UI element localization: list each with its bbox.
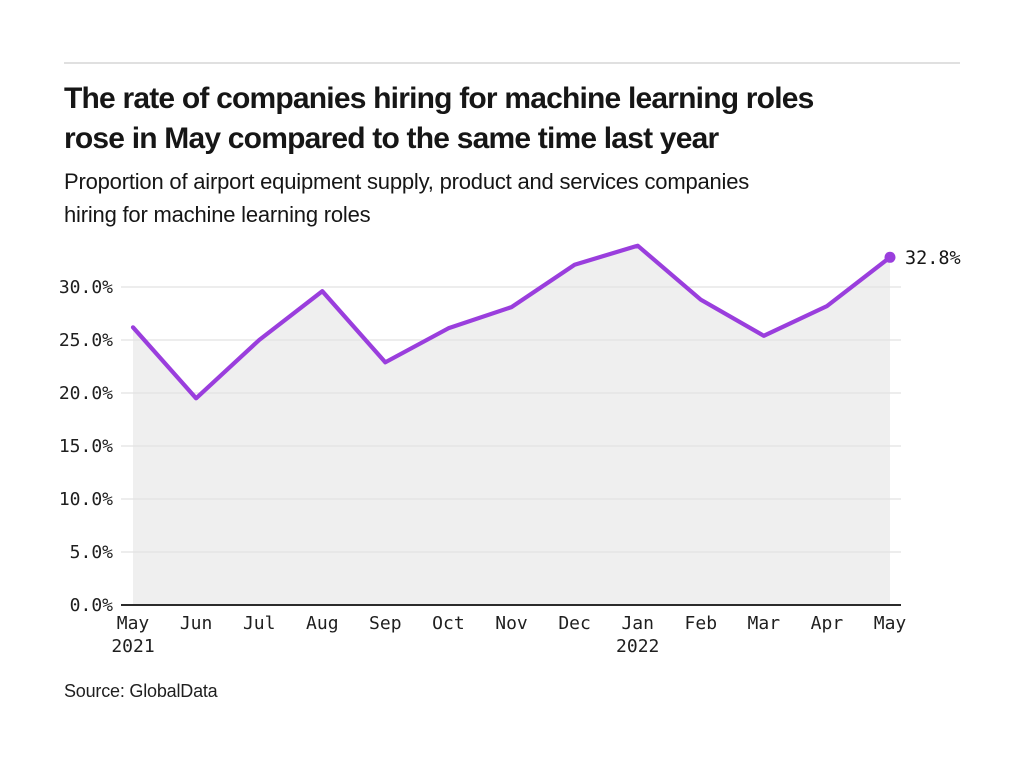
x-tick-label: Mar bbox=[748, 613, 781, 634]
x-tick-label: Apr bbox=[811, 613, 844, 634]
x-tick-label: May bbox=[117, 613, 150, 634]
x-year-label: 2022 bbox=[616, 636, 659, 657]
end-point-marker bbox=[884, 251, 896, 263]
end-point-value-label: 32.8% bbox=[905, 248, 961, 269]
chart-title-line-1: The rate of companies hiring for machine… bbox=[64, 82, 814, 115]
y-tick-label: 15.0% bbox=[59, 436, 113, 457]
y-tick-label: 25.0% bbox=[59, 330, 113, 351]
chart-subtitle-line-1: Proportion of airport equipment supply, … bbox=[64, 169, 750, 194]
y-tick-label: 0.0% bbox=[70, 595, 114, 616]
plot-area: 0.0% 5.0% 10.0% 15.0% 20.0% 25.0% 30.0% 32.8% Ma… bbox=[59, 243, 961, 657]
x-tick-label: Oct bbox=[432, 613, 465, 634]
top-divider bbox=[64, 62, 960, 64]
y-tick-label: 10.0% bbox=[59, 489, 113, 510]
x-tick-label: Jul bbox=[243, 613, 276, 634]
x-year-label: 2021 bbox=[111, 636, 154, 657]
y-tick-label: 5.0% bbox=[70, 542, 114, 563]
chart-subtitle-line-2: hiring for machine learning roles bbox=[64, 202, 371, 227]
x-tick-label: Feb bbox=[685, 613, 718, 634]
series-line bbox=[130, 243, 893, 401]
chart-title-line-2: rose in May compared to the same time la… bbox=[64, 122, 719, 155]
series-area-fill bbox=[133, 245, 890, 605]
chart-subtitle: Proportion of airport equipment supply, … bbox=[64, 165, 964, 231]
x-tick-label: Aug bbox=[306, 613, 339, 634]
x-tick-label: Nov bbox=[495, 613, 528, 634]
x-tick-label: Sep bbox=[369, 613, 402, 634]
x-tick-label: Jun bbox=[180, 613, 213, 634]
y-tick-label: 20.0% bbox=[59, 383, 113, 404]
x-tick-label: May bbox=[874, 613, 907, 634]
x-tick-label: Dec bbox=[558, 613, 591, 634]
y-tick-label: 30.0% bbox=[59, 277, 113, 298]
x-tick-label: Jan bbox=[621, 613, 654, 634]
chart-title: The rate of companies hiring for machine… bbox=[64, 79, 964, 159]
source-note: Source: GlobalData bbox=[64, 681, 218, 701]
